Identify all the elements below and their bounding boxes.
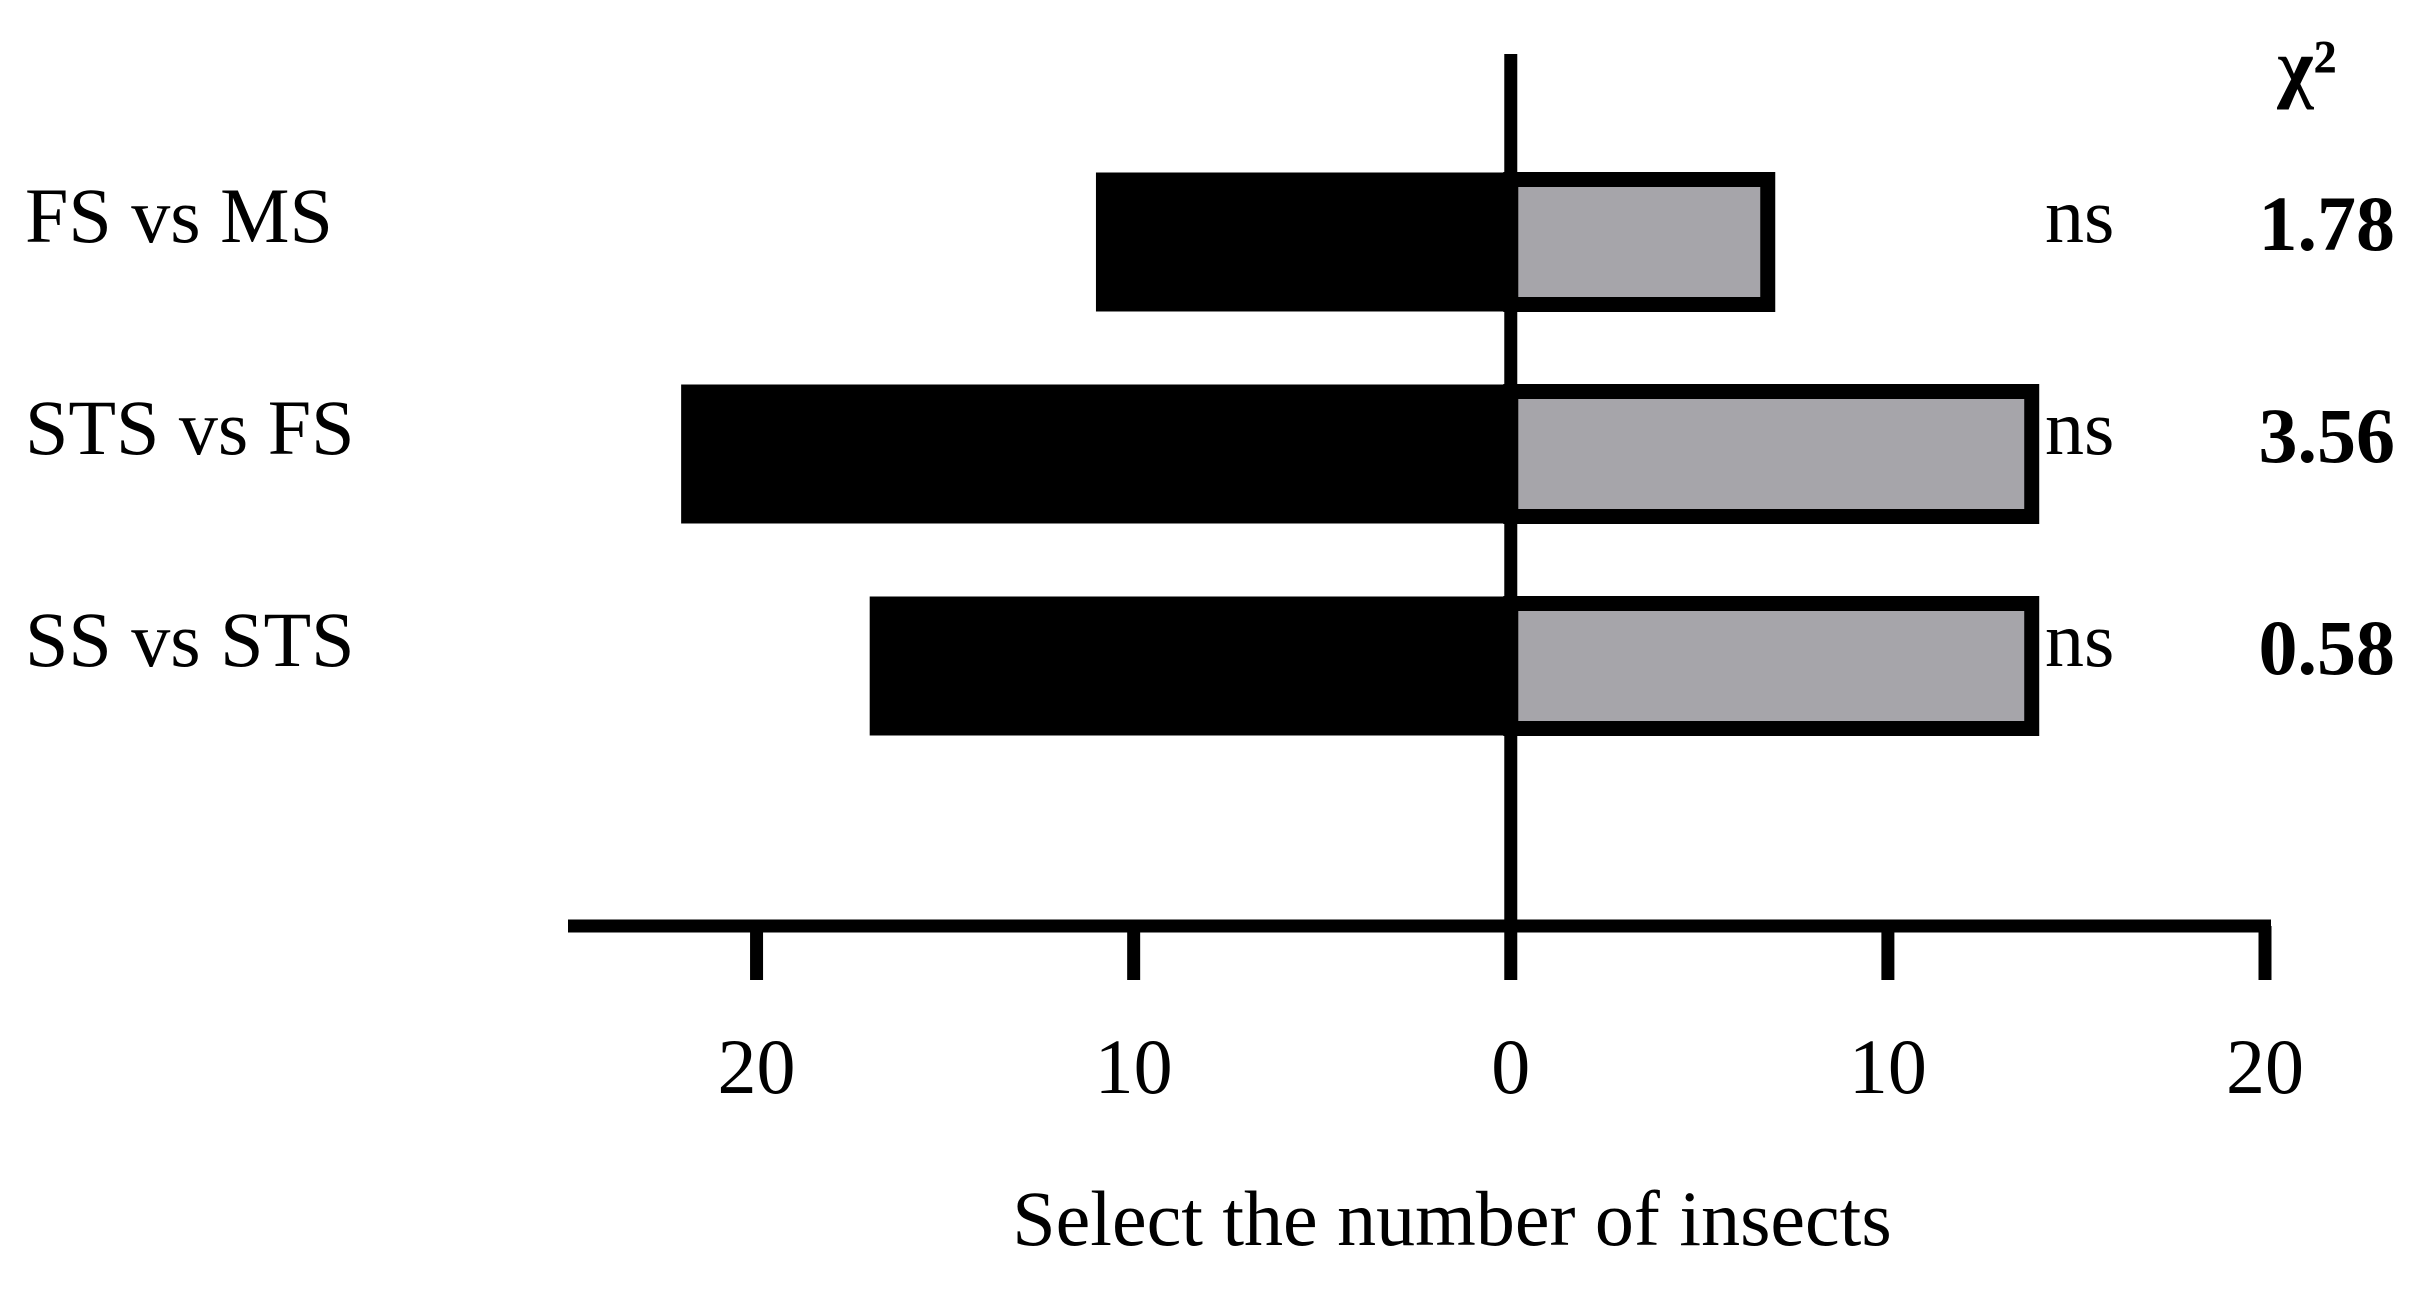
category-label: STS vs FS <box>25 384 355 471</box>
chi-square-value: 1.78 <box>2259 180 2396 267</box>
x-tick-label: 20 <box>2226 1023 2304 1110</box>
bar <box>1503 172 1776 312</box>
bar <box>869 596 1511 736</box>
significance-label: ns <box>2045 172 2114 259</box>
significance-label: ns <box>2045 596 2114 683</box>
significance-label: ns <box>2045 384 2114 471</box>
x-axis-label: Select the number of insects <box>1012 1175 1891 1262</box>
chi-square-value: 3.56 <box>2259 392 2396 479</box>
x-tick-label: 0 <box>1491 1023 1530 1110</box>
chi-square-header: χ² <box>2276 23 2336 110</box>
bar <box>1503 384 2040 524</box>
x-tick-label: 10 <box>1095 1023 1173 1110</box>
bar <box>1095 172 1511 312</box>
category-label: SS vs STS <box>25 596 355 683</box>
bar <box>681 384 1511 524</box>
x-tick-label: 10 <box>1849 1023 1927 1110</box>
x-tick-label: 20 <box>718 1023 796 1110</box>
category-label: FS vs MS <box>25 172 333 259</box>
bar <box>1503 596 2040 736</box>
chi-square-value: 0.58 <box>2259 604 2396 691</box>
